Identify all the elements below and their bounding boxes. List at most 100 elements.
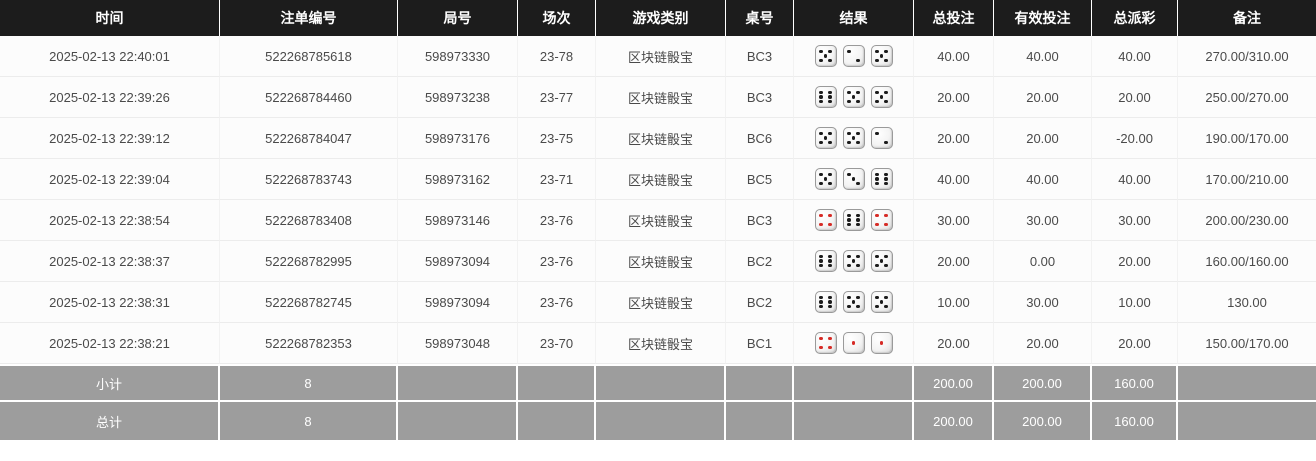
dice-pip [819, 295, 823, 300]
column-header-round_no[interactable]: 局号 [398, 0, 518, 36]
dice-pip [828, 140, 832, 145]
dice-face-5-icon [870, 86, 893, 108]
dice-pip [856, 181, 860, 186]
cell-bet_id: 522268782995 [220, 241, 398, 282]
cell-round_no: 598973162 [398, 159, 518, 200]
dice-pip [884, 254, 888, 259]
dice-pip [875, 181, 879, 186]
dice-group [798, 127, 909, 149]
dice-pip [828, 95, 832, 99]
dice-face-1-icon [870, 332, 893, 354]
cell-round_no: 598973048 [398, 323, 518, 364]
dice-face-5-icon [814, 45, 837, 67]
column-header-result[interactable]: 结果 [794, 0, 914, 36]
dice-pip [879, 341, 884, 345]
dice-pip [856, 131, 860, 136]
cell-time: 2025-02-13 22:39:26 [0, 77, 220, 118]
cell-result [794, 118, 914, 159]
cell-result [794, 200, 914, 241]
cell-valid_bet: 30.00 [994, 282, 1092, 323]
dice-pip [828, 263, 832, 268]
table-row[interactable]: 2025-02-13 22:39:04 522268783743 598973162… [0, 159, 1316, 200]
cell-round_no: 598973176 [398, 118, 518, 159]
table-row[interactable]: 2025-02-13 22:38:37 522268782995 598973094… [0, 241, 1316, 282]
dice-face-5-icon [842, 127, 865, 149]
column-header-time[interactable]: 时间 [0, 0, 220, 36]
cell-time: 2025-02-13 22:38:21 [0, 323, 220, 364]
cell-round_no: 598973094 [398, 241, 518, 282]
dice-pip [856, 304, 860, 309]
cell-bet_id: 522268783408 [220, 200, 398, 241]
dice-pip [828, 300, 832, 304]
cell-session: 23-78 [518, 36, 596, 77]
dice-pip [856, 263, 860, 268]
dice-pip [884, 58, 888, 63]
cell-round_no: 598973330 [398, 36, 518, 77]
dice-pip [828, 336, 832, 341]
cell-remark: 200.00/230.00 [1178, 200, 1316, 241]
dice-group [798, 291, 909, 313]
dice-pip [847, 295, 851, 300]
table-row[interactable]: 2025-02-13 22:40:01 522268785618 598973330… [0, 36, 1316, 77]
dice-pip [875, 254, 879, 259]
column-header-table_no[interactable]: 桌号 [726, 0, 794, 36]
dice-pip [884, 90, 888, 95]
dice-pip [828, 99, 832, 104]
cell-remark: 130.00 [1178, 282, 1316, 323]
column-header-session[interactable]: 场次 [518, 0, 596, 36]
table-row[interactable]: 2025-02-13 22:38:31 522268782745 598973094… [0, 282, 1316, 323]
summary-cell-remark [1178, 402, 1316, 440]
cell-valid_bet: 40.00 [994, 159, 1092, 200]
header-row: 时间 注单编号 局号 场次 游戏类别 桌号 结果 总投注 有效投注 总派彩 备注 [0, 0, 1316, 36]
summary-cell-total_payout: 160.00 [1092, 402, 1178, 440]
column-header-remark[interactable]: 备注 [1178, 0, 1316, 36]
dice-pip [856, 254, 860, 259]
dice-pip [847, 140, 851, 145]
cell-remark: 250.00/270.00 [1178, 77, 1316, 118]
dice-pip [856, 295, 860, 300]
cell-result [794, 323, 914, 364]
cell-valid_bet: 20.00 [994, 77, 1092, 118]
cell-game_type: 区块链骰宝 [596, 282, 726, 323]
dice-pip [847, 90, 851, 95]
cell-total_bet: 20.00 [914, 241, 994, 282]
dice-face-5-icon [842, 291, 865, 313]
dice-pip [875, 222, 879, 227]
dice-pip [819, 222, 823, 227]
dice-pip [819, 254, 823, 259]
dice-face-3-icon [842, 168, 865, 190]
table-row[interactable]: 2025-02-13 22:39:12 522268784047 598973176… [0, 118, 1316, 159]
cell-remark: 190.00/170.00 [1178, 118, 1316, 159]
dice-pip [819, 213, 823, 218]
cell-bet_id: 522268782745 [220, 282, 398, 323]
dice-pip [856, 213, 860, 218]
dice-group [798, 86, 909, 108]
column-header-bet_id[interactable]: 注单编号 [220, 0, 398, 36]
table-summary: 小计 8 200.00 200.00 160.00 总计 8 200.00 200.00 160.… [0, 364, 1316, 440]
cell-time: 2025-02-13 22:38:54 [0, 200, 220, 241]
table-row[interactable]: 2025-02-13 22:39:26 522268784460 598973238… [0, 77, 1316, 118]
dice-group [798, 250, 909, 272]
cell-total_bet: 30.00 [914, 200, 994, 241]
dice-pip [847, 254, 851, 259]
column-header-game_type[interactable]: 游戏类别 [596, 0, 726, 36]
dice-pip [819, 345, 823, 350]
summary-cell-game_type [596, 402, 726, 440]
dice-pip [875, 49, 879, 54]
dice-group [798, 332, 909, 354]
summary-cell-table_no [726, 364, 794, 402]
dice-pip [828, 172, 832, 177]
dice-pip [856, 222, 860, 227]
column-header-total_bet[interactable]: 总投注 [914, 0, 994, 36]
column-header-valid_bet[interactable]: 有效投注 [994, 0, 1092, 36]
table-row[interactable]: 2025-02-13 22:38:54 522268783408 598973146… [0, 200, 1316, 241]
dice-face-5-icon [814, 127, 837, 149]
column-header-total_payout[interactable]: 总派彩 [1092, 0, 1178, 36]
dice-pip [847, 131, 851, 136]
cell-game_type: 区块链骰宝 [596, 241, 726, 282]
cell-game_type: 区块链骰宝 [596, 159, 726, 200]
table-row[interactable]: 2025-02-13 22:38:21 522268782353 598973048… [0, 323, 1316, 364]
dice-pip [875, 213, 879, 218]
dice-pip [847, 222, 851, 227]
